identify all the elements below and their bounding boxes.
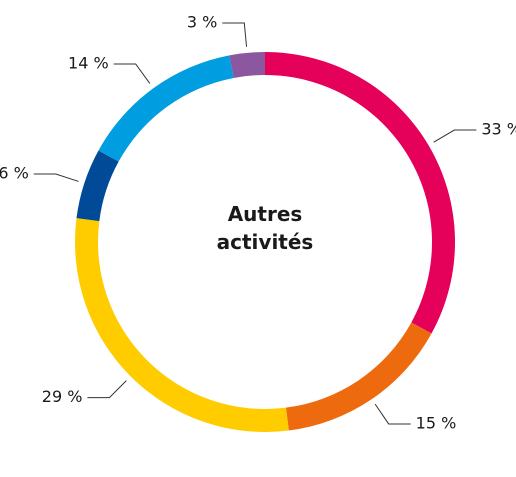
chart-title: Autres activités <box>216 202 314 254</box>
donut-segment <box>265 52 455 334</box>
data-label: 6 % <box>0 164 29 183</box>
leader-line <box>222 22 248 47</box>
data-label: 3 % <box>187 12 217 31</box>
donut-segment <box>98 55 234 162</box>
data-label: 14 % <box>68 54 109 73</box>
donut-segment <box>285 322 432 431</box>
leader-line <box>433 129 477 143</box>
data-label: 29 % <box>42 387 83 406</box>
leader-line <box>87 380 127 399</box>
donut-segment <box>74 218 289 433</box>
leader-line <box>374 403 411 425</box>
leader-line <box>33 173 79 182</box>
donut-segment <box>229 52 265 78</box>
donut-segment <box>76 150 119 222</box>
leader-line <box>113 63 151 84</box>
data-label: 15 % <box>416 413 457 432</box>
data-label: 33 % <box>481 120 516 139</box>
